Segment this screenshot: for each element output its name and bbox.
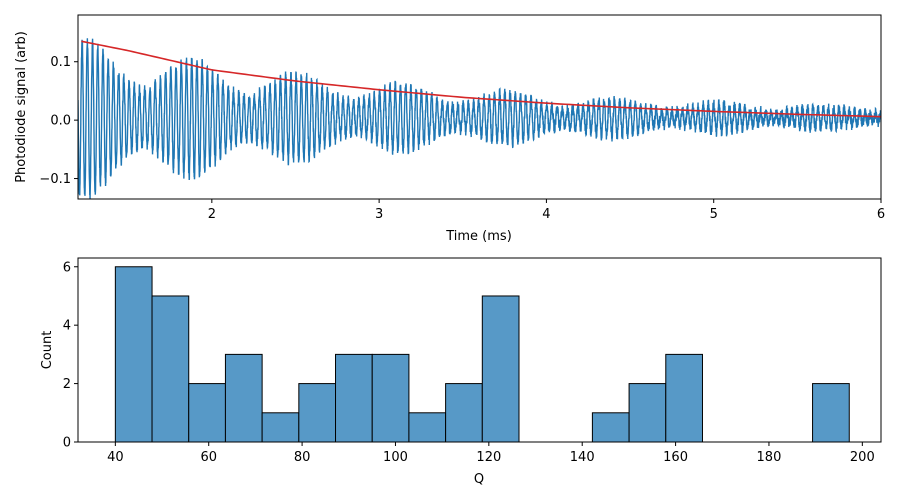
signal-trace-line	[78, 38, 881, 199]
signal-x-tick-label: 6	[877, 207, 885, 222]
histogram-x-tick-label: 100	[383, 450, 408, 465]
signal-panel: 2 3 4 5 6 −0.1 0.0 0.1 Time (ms) Photodiode sig…	[14, 14, 885, 244]
signal-y-tick-label: 0.1	[50, 55, 71, 70]
signal-x-tick-label: 3	[375, 207, 383, 222]
histogram-y-tick-label: 0	[63, 436, 71, 451]
signal-x-tick-label: 5	[710, 207, 718, 222]
histogram-bar	[151, 295, 190, 443]
histogram-bar	[335, 353, 373, 443]
histogram-bar	[812, 383, 850, 443]
histogram-x-tick-label: 160	[663, 450, 688, 465]
signal-y-tick-label: −0.1	[39, 172, 71, 187]
histogram-bar	[408, 412, 447, 443]
histogram-y-tick-label: 6	[63, 260, 71, 275]
histogram-x-tick-label: 60	[200, 450, 217, 465]
histogram-bar	[371, 353, 410, 443]
histogram-bar	[224, 353, 263, 443]
histogram-x-tick-label: 40	[107, 450, 124, 465]
histogram-bar	[114, 266, 153, 443]
histogram-x-tick-label: 140	[570, 450, 595, 465]
histogram-x-tick-label: 200	[850, 450, 875, 465]
histogram-bar	[261, 412, 300, 443]
q-histogram-panel: 40 60 80 100 120 140 160 180 200 0 2 4 6 Q Count	[40, 257, 882, 487]
histogram-bar	[591, 412, 630, 443]
histogram-bar	[665, 353, 703, 443]
histogram-bar	[445, 383, 483, 443]
signal-x-tick-label: 4	[542, 207, 550, 222]
signal-x-tick-label: 2	[208, 207, 216, 222]
histogram-x-tick-label: 120	[476, 450, 501, 465]
histogram-bar	[481, 295, 520, 443]
histogram-bar	[188, 383, 226, 443]
histogram-bar	[298, 383, 337, 443]
histogram-y-tick-label: 2	[63, 377, 71, 392]
signal-y-axis-label: Photodiode signal (arb)	[14, 31, 29, 183]
signal-x-axis-label: Time (ms)	[445, 229, 512, 244]
histogram-bar	[628, 383, 667, 443]
histogram-x-tick-label: 80	[294, 450, 311, 465]
histogram-y-axis-label: Count	[40, 331, 55, 370]
histogram-x-axis-label: Q	[474, 472, 484, 487]
signal-y-tick-label: 0.0	[50, 114, 71, 129]
envelope-fit-line	[81, 40, 881, 118]
signal-plot-frame	[77, 14, 882, 200]
histogram-plot-frame	[77, 257, 882, 443]
histogram-x-tick-label: 180	[757, 450, 782, 465]
histogram-y-tick-label: 4	[63, 319, 71, 334]
